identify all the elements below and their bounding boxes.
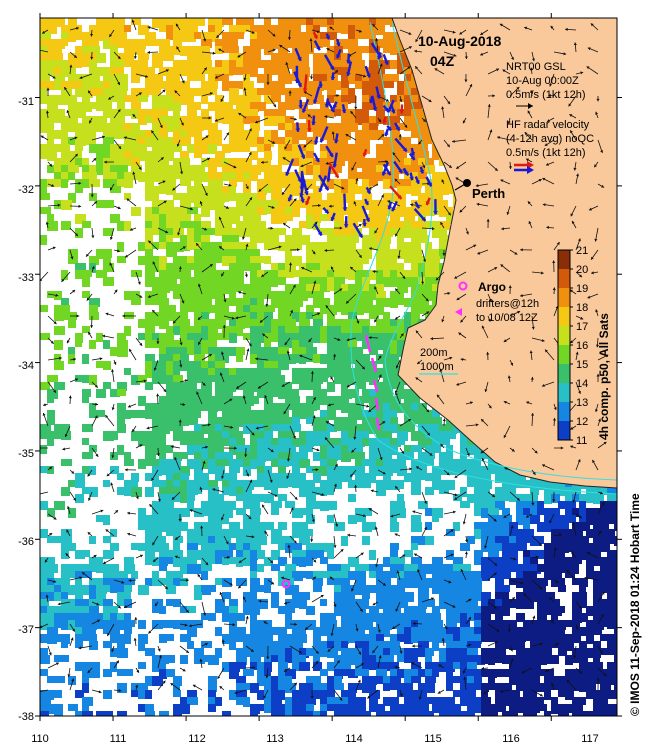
argo-float-marker [458,281,468,291]
isobath-legend-1000m: 1000m [420,361,454,373]
perth-pointer [454,182,468,191]
colorbar-tick-label: 15 [576,359,588,371]
hf-legend-scale: 0.5m/s (1kt 12h) [506,147,585,159]
y-tick-label: -31 [18,96,34,108]
gsl-scale-arrow [516,103,533,109]
gsl-legend-title: NRT00 GSL [506,61,566,73]
plot-frame [39,17,618,717]
x-tick-label: 111 [110,733,127,745]
colorbar-tick-label: 21 [576,245,588,257]
colorbar-label: 4h comp. p50, All Sats [597,313,611,440]
x-tick-label: 114 [345,733,363,745]
colorbar-tick-label: 20 [576,264,588,276]
x-tick-label: 113 [266,733,284,745]
drifters-legend-line2: to 10/08 12Z [476,312,538,324]
y-tick-label: -37 [18,624,34,636]
y-tick-label: -36 [18,536,34,548]
x-tick-label: 116 [502,733,520,745]
colorbar-tick-label: 18 [576,302,588,314]
argo-legend-title: Argo [478,280,506,294]
map-time-title: 04Z [430,53,455,69]
drifters-legend-line1: drifters@12h [476,298,539,310]
hf-legend-line1: HF radar velocity [506,119,590,131]
gsl-legend-scale: 0.5m/s (1kt 12h) [506,89,585,101]
argo-float-marker [281,579,291,589]
x-tick-label: 112 [188,733,206,745]
imos-credit: © IMOS 11-Sep-2018 01:24 Hobart Time [628,493,642,716]
hf-scale-arrows [514,161,534,174]
hf-legend-line2: (4-12h avg) noQC [506,133,594,145]
x-tick-label: 110 [31,733,49,745]
argo-drifter-track [364,308,462,431]
y-tick-label: -32 [18,184,34,196]
colorbar-tick-label: 16 [576,340,588,352]
colorbar-tick-label: 11 [576,435,587,447]
sst-colorbar: 11 12 13 14 15 16 17 18 19 20 21 [557,245,588,447]
y-tick-label: -38 [18,711,34,723]
sst-raster [40,18,617,716]
place-label-perth: Perth [472,186,505,201]
y-tick-label: -33 [18,272,34,284]
axis-ticks [35,13,622,721]
gsl-legend-date: 10-Aug 00:00Z [506,75,579,87]
map-date-title: 10-Aug-2018 [418,33,501,49]
y-tick-label: -34 [18,360,34,372]
isobath-1000m [350,21,617,495]
gsl-current-vectors [40,19,609,701]
colorbar-tick-label: 14 [576,378,588,390]
isobath-legend-200m: 200m [420,347,448,359]
x-tick-label: 117 [581,733,599,745]
colorbar-tick-label: 12 [576,416,588,428]
colorbar-tick-label: 17 [576,321,588,333]
x-tick-label: 115 [424,733,442,745]
colorbar-tick-label: 13 [576,397,588,409]
isobath-200m [384,21,617,481]
y-tick-label: -35 [18,448,34,460]
hf-radar-vectors [285,31,438,239]
colorbar-tick-label: 19 [576,283,588,295]
